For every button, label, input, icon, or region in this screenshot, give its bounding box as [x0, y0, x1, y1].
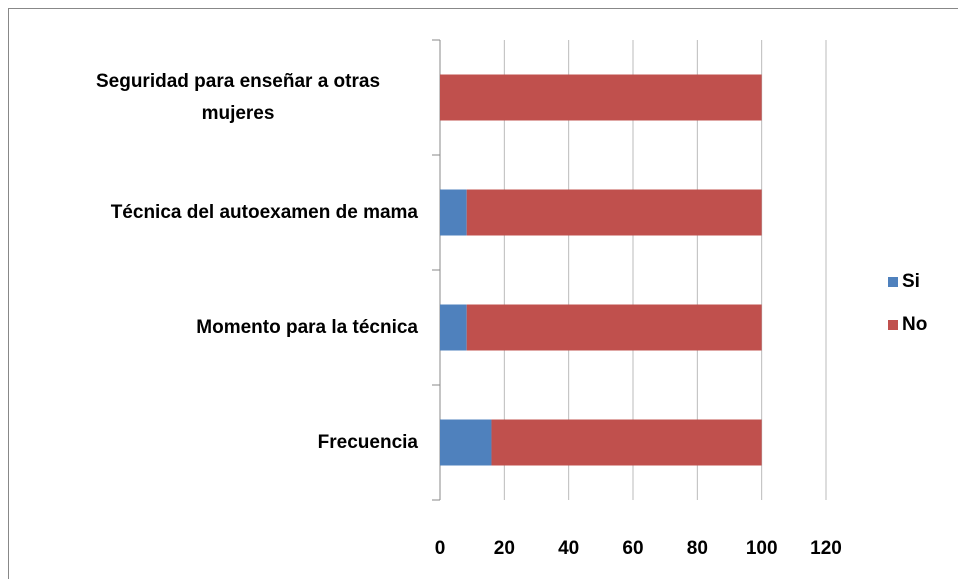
y-tick-label: Técnica del autoexamen de mama	[110, 201, 418, 223]
legend-label: No	[902, 314, 927, 335]
bar	[440, 419, 492, 466]
x-tick-label: 120	[810, 538, 842, 559]
x-tick-label: 20	[494, 538, 515, 559]
y-tick-label: Frecuencia	[317, 431, 418, 453]
bar	[466, 189, 762, 236]
bar	[440, 189, 467, 236]
bar	[440, 74, 762, 121]
legend-swatch	[888, 320, 898, 330]
y-tick-label: Momento para la técnica	[196, 316, 418, 338]
y-tick-label: Seguridad para enseñar a otras mujeres	[95, 70, 381, 124]
x-tick-label: 40	[558, 538, 579, 559]
x-tick-label: 0	[435, 538, 446, 559]
frame	[8, 8, 958, 579]
x-tick-label: 100	[746, 538, 778, 559]
bar	[440, 304, 467, 351]
legend-swatch	[888, 277, 898, 287]
legend-label: Si	[902, 271, 920, 292]
x-tick-label: 80	[687, 538, 708, 559]
x-tick-label: 60	[622, 538, 643, 559]
bar	[466, 304, 762, 351]
bar	[491, 419, 762, 466]
